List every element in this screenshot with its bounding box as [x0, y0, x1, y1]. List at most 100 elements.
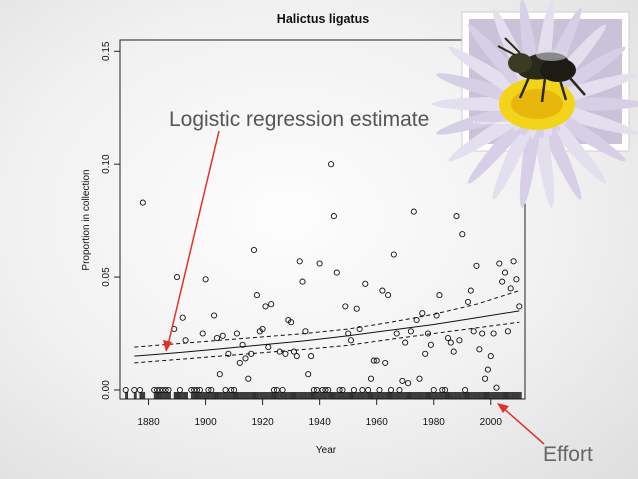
data-point: [419, 310, 426, 317]
effort-arrow-icon: [497, 403, 545, 445]
data-point: [430, 386, 437, 394]
data-point: [162, 386, 169, 394]
data-point: [316, 260, 323, 267]
data-point: [191, 386, 198, 394]
data-point: [442, 386, 449, 394]
data-point: [436, 292, 443, 299]
data-point: [504, 328, 511, 335]
data-point: [336, 386, 343, 394]
data-point: [182, 337, 189, 344]
data-point: [136, 386, 144, 394]
data-point: [233, 330, 240, 337]
data-point: [208, 386, 215, 394]
data-point: [159, 386, 166, 394]
data-point: [222, 386, 229, 394]
x-tick-label: 1880: [137, 417, 160, 428]
data-point: [333, 269, 340, 276]
data-point: [330, 213, 337, 220]
data-point: [345, 330, 352, 337]
x-axis-label: Year: [316, 445, 337, 456]
ci-upper-line: [134, 290, 520, 348]
data-point: [484, 366, 491, 373]
data-point: [376, 386, 383, 394]
data-point: [293, 353, 300, 360]
regression-annotation: Logistic regression estimate: [169, 108, 429, 131]
y-tick-label: 0.10: [101, 154, 112, 174]
data-point: [313, 386, 320, 394]
data-point: [339, 386, 346, 394]
data-point: [450, 348, 457, 355]
data-point: [447, 339, 454, 346]
data-point: [513, 276, 520, 283]
fit-line: [134, 310, 520, 357]
data-point: [462, 386, 469, 394]
data-point: [464, 298, 472, 305]
data-point: [302, 328, 309, 335]
data-point: [390, 251, 397, 258]
x-tick-label: 1940: [309, 417, 332, 428]
effort-annotation: Effort: [543, 443, 593, 466]
data-point: [290, 348, 298, 355]
data-point: [322, 386, 329, 394]
data-point: [373, 357, 380, 364]
data-point: [305, 371, 312, 378]
y-axis: 0.00 0.05 0.10 0.15: [101, 41, 120, 400]
data-point: [319, 386, 326, 394]
data-point: [282, 350, 289, 357]
confidence-band: [134, 290, 520, 364]
data-point: [213, 334, 221, 342]
data-point: [236, 359, 243, 366]
data-point: [270, 386, 278, 394]
data-point: [433, 312, 440, 319]
data-point: [393, 330, 400, 337]
data-point: [139, 199, 146, 206]
x-tick-label: 1900: [194, 417, 217, 428]
data-point: [370, 357, 377, 364]
data-point: [496, 260, 503, 267]
data-point: [405, 380, 412, 387]
data-point: [308, 353, 315, 360]
data-points: [122, 161, 523, 394]
data-point: [239, 341, 246, 348]
data-point: [453, 213, 460, 220]
y-tick-label: 0.15: [101, 41, 112, 61]
data-point: [382, 359, 389, 366]
data-point: [476, 346, 483, 353]
data-point: [179, 314, 186, 321]
data-point: [328, 161, 335, 168]
data-point: [365, 386, 372, 394]
data-point: [193, 386, 201, 394]
x-tick-label: 1920: [251, 417, 274, 428]
data-point: [248, 350, 255, 357]
data-point: [310, 386, 317, 394]
data-point: [416, 375, 423, 382]
x-tick-label: 1980: [423, 417, 446, 428]
data-point: [347, 337, 355, 344]
data-point: [253, 292, 260, 299]
data-point: [211, 312, 218, 319]
bee-photo: © Stephen Cresswell: [432, 0, 638, 208]
data-point: [288, 319, 295, 326]
data-point: [444, 334, 452, 342]
data-point: [219, 332, 226, 339]
data-point: [479, 330, 486, 337]
data-point: [493, 384, 500, 391]
data-point: [122, 386, 129, 394]
data-point: [379, 287, 386, 294]
data-point: [353, 305, 360, 312]
data-point: [350, 386, 357, 394]
data-point: [196, 386, 203, 394]
data-point: [399, 377, 406, 384]
y-tick-label: 0.00: [101, 380, 112, 400]
data-point: [427, 341, 434, 348]
data-point: [216, 371, 223, 378]
data-point: [188, 386, 195, 394]
data-point: [402, 339, 409, 346]
ci-lower-line: [134, 321, 520, 364]
x-tick-label: 1960: [366, 417, 389, 428]
photo-watermark: © Stephen Cresswell: [473, 120, 511, 125]
x-tick-label: 2000: [480, 417, 503, 428]
data-point: [279, 386, 286, 394]
data-point: [165, 386, 172, 394]
